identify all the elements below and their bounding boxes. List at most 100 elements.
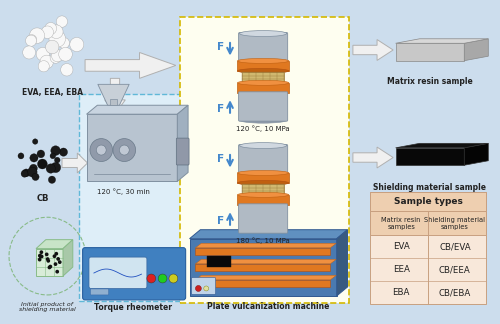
FancyBboxPatch shape	[192, 277, 216, 295]
Circle shape	[38, 61, 50, 72]
Text: CB: CB	[36, 194, 48, 203]
Text: Initial product of
shielding material: Initial product of shielding material	[19, 302, 76, 312]
Circle shape	[169, 274, 178, 283]
Circle shape	[40, 55, 54, 69]
Ellipse shape	[238, 192, 289, 197]
Circle shape	[56, 270, 59, 273]
Circle shape	[45, 22, 56, 34]
FancyBboxPatch shape	[370, 211, 486, 235]
Circle shape	[120, 145, 129, 155]
Ellipse shape	[238, 80, 289, 85]
FancyBboxPatch shape	[196, 264, 330, 271]
Text: F: F	[217, 104, 224, 114]
Circle shape	[46, 40, 59, 54]
Circle shape	[58, 38, 70, 49]
Polygon shape	[396, 43, 464, 61]
Polygon shape	[464, 39, 488, 61]
Circle shape	[18, 153, 24, 159]
Text: 180 °C, 10 MPa: 180 °C, 10 MPa	[236, 237, 290, 244]
Polygon shape	[396, 148, 464, 165]
Circle shape	[36, 47, 50, 61]
Text: Plate vulcanization machine: Plate vulcanization machine	[207, 302, 329, 311]
Text: EBA: EBA	[392, 288, 410, 297]
Circle shape	[50, 25, 63, 39]
Circle shape	[52, 254, 56, 258]
Circle shape	[40, 255, 43, 258]
Circle shape	[54, 252, 58, 256]
Circle shape	[56, 257, 60, 261]
FancyBboxPatch shape	[89, 257, 147, 288]
Text: Torque rheometer: Torque rheometer	[94, 303, 172, 312]
Polygon shape	[62, 153, 88, 173]
FancyBboxPatch shape	[238, 61, 289, 71]
FancyBboxPatch shape	[176, 138, 189, 165]
FancyBboxPatch shape	[110, 99, 117, 105]
Circle shape	[54, 157, 60, 163]
Text: F: F	[217, 216, 224, 226]
FancyBboxPatch shape	[206, 256, 232, 267]
Circle shape	[48, 265, 52, 269]
Circle shape	[38, 159, 48, 169]
Text: Matrix resin
samples: Matrix resin samples	[382, 217, 421, 230]
Polygon shape	[396, 143, 488, 148]
Circle shape	[54, 262, 58, 266]
Circle shape	[45, 252, 48, 256]
Polygon shape	[190, 230, 348, 239]
Polygon shape	[36, 240, 73, 249]
Circle shape	[70, 37, 84, 52]
Polygon shape	[36, 249, 63, 276]
Polygon shape	[85, 52, 176, 78]
Polygon shape	[396, 39, 488, 43]
FancyBboxPatch shape	[242, 72, 284, 83]
Circle shape	[50, 52, 62, 63]
Circle shape	[60, 148, 68, 156]
Text: CB/EEA: CB/EEA	[439, 265, 470, 274]
Circle shape	[21, 170, 28, 177]
Circle shape	[50, 153, 56, 159]
Circle shape	[49, 30, 66, 47]
Circle shape	[46, 257, 50, 261]
Circle shape	[51, 146, 60, 156]
FancyBboxPatch shape	[242, 184, 284, 195]
Polygon shape	[196, 243, 336, 248]
FancyBboxPatch shape	[238, 145, 288, 174]
Circle shape	[46, 164, 56, 173]
FancyBboxPatch shape	[238, 32, 288, 62]
Ellipse shape	[238, 58, 289, 64]
Ellipse shape	[238, 68, 289, 73]
Circle shape	[26, 35, 36, 46]
Polygon shape	[86, 105, 188, 114]
Circle shape	[58, 47, 72, 61]
Text: CB/EVA: CB/EVA	[439, 242, 470, 251]
Ellipse shape	[240, 229, 286, 235]
Circle shape	[204, 286, 208, 291]
Circle shape	[147, 274, 156, 283]
Text: F: F	[217, 154, 224, 164]
FancyBboxPatch shape	[370, 192, 486, 211]
Circle shape	[32, 139, 38, 144]
Circle shape	[22, 46, 36, 59]
Text: 120 °C, 10 MPa: 120 °C, 10 MPa	[236, 125, 290, 132]
Circle shape	[58, 260, 61, 264]
FancyBboxPatch shape	[90, 289, 108, 295]
Circle shape	[38, 254, 42, 258]
Ellipse shape	[240, 143, 286, 149]
Polygon shape	[196, 259, 336, 264]
Ellipse shape	[238, 180, 289, 185]
Polygon shape	[178, 125, 184, 144]
FancyBboxPatch shape	[370, 192, 486, 304]
Polygon shape	[336, 230, 347, 296]
Circle shape	[22, 169, 30, 177]
Text: F: F	[217, 42, 224, 52]
FancyBboxPatch shape	[190, 239, 336, 296]
Circle shape	[37, 150, 44, 158]
Circle shape	[52, 50, 64, 62]
Circle shape	[158, 274, 167, 283]
Polygon shape	[196, 275, 336, 280]
Circle shape	[48, 176, 56, 183]
Circle shape	[38, 254, 42, 258]
Text: CB/EBA: CB/EBA	[438, 288, 471, 297]
FancyBboxPatch shape	[196, 248, 330, 255]
Text: Shielding material
samples: Shielding material samples	[424, 217, 486, 230]
Circle shape	[28, 167, 37, 177]
